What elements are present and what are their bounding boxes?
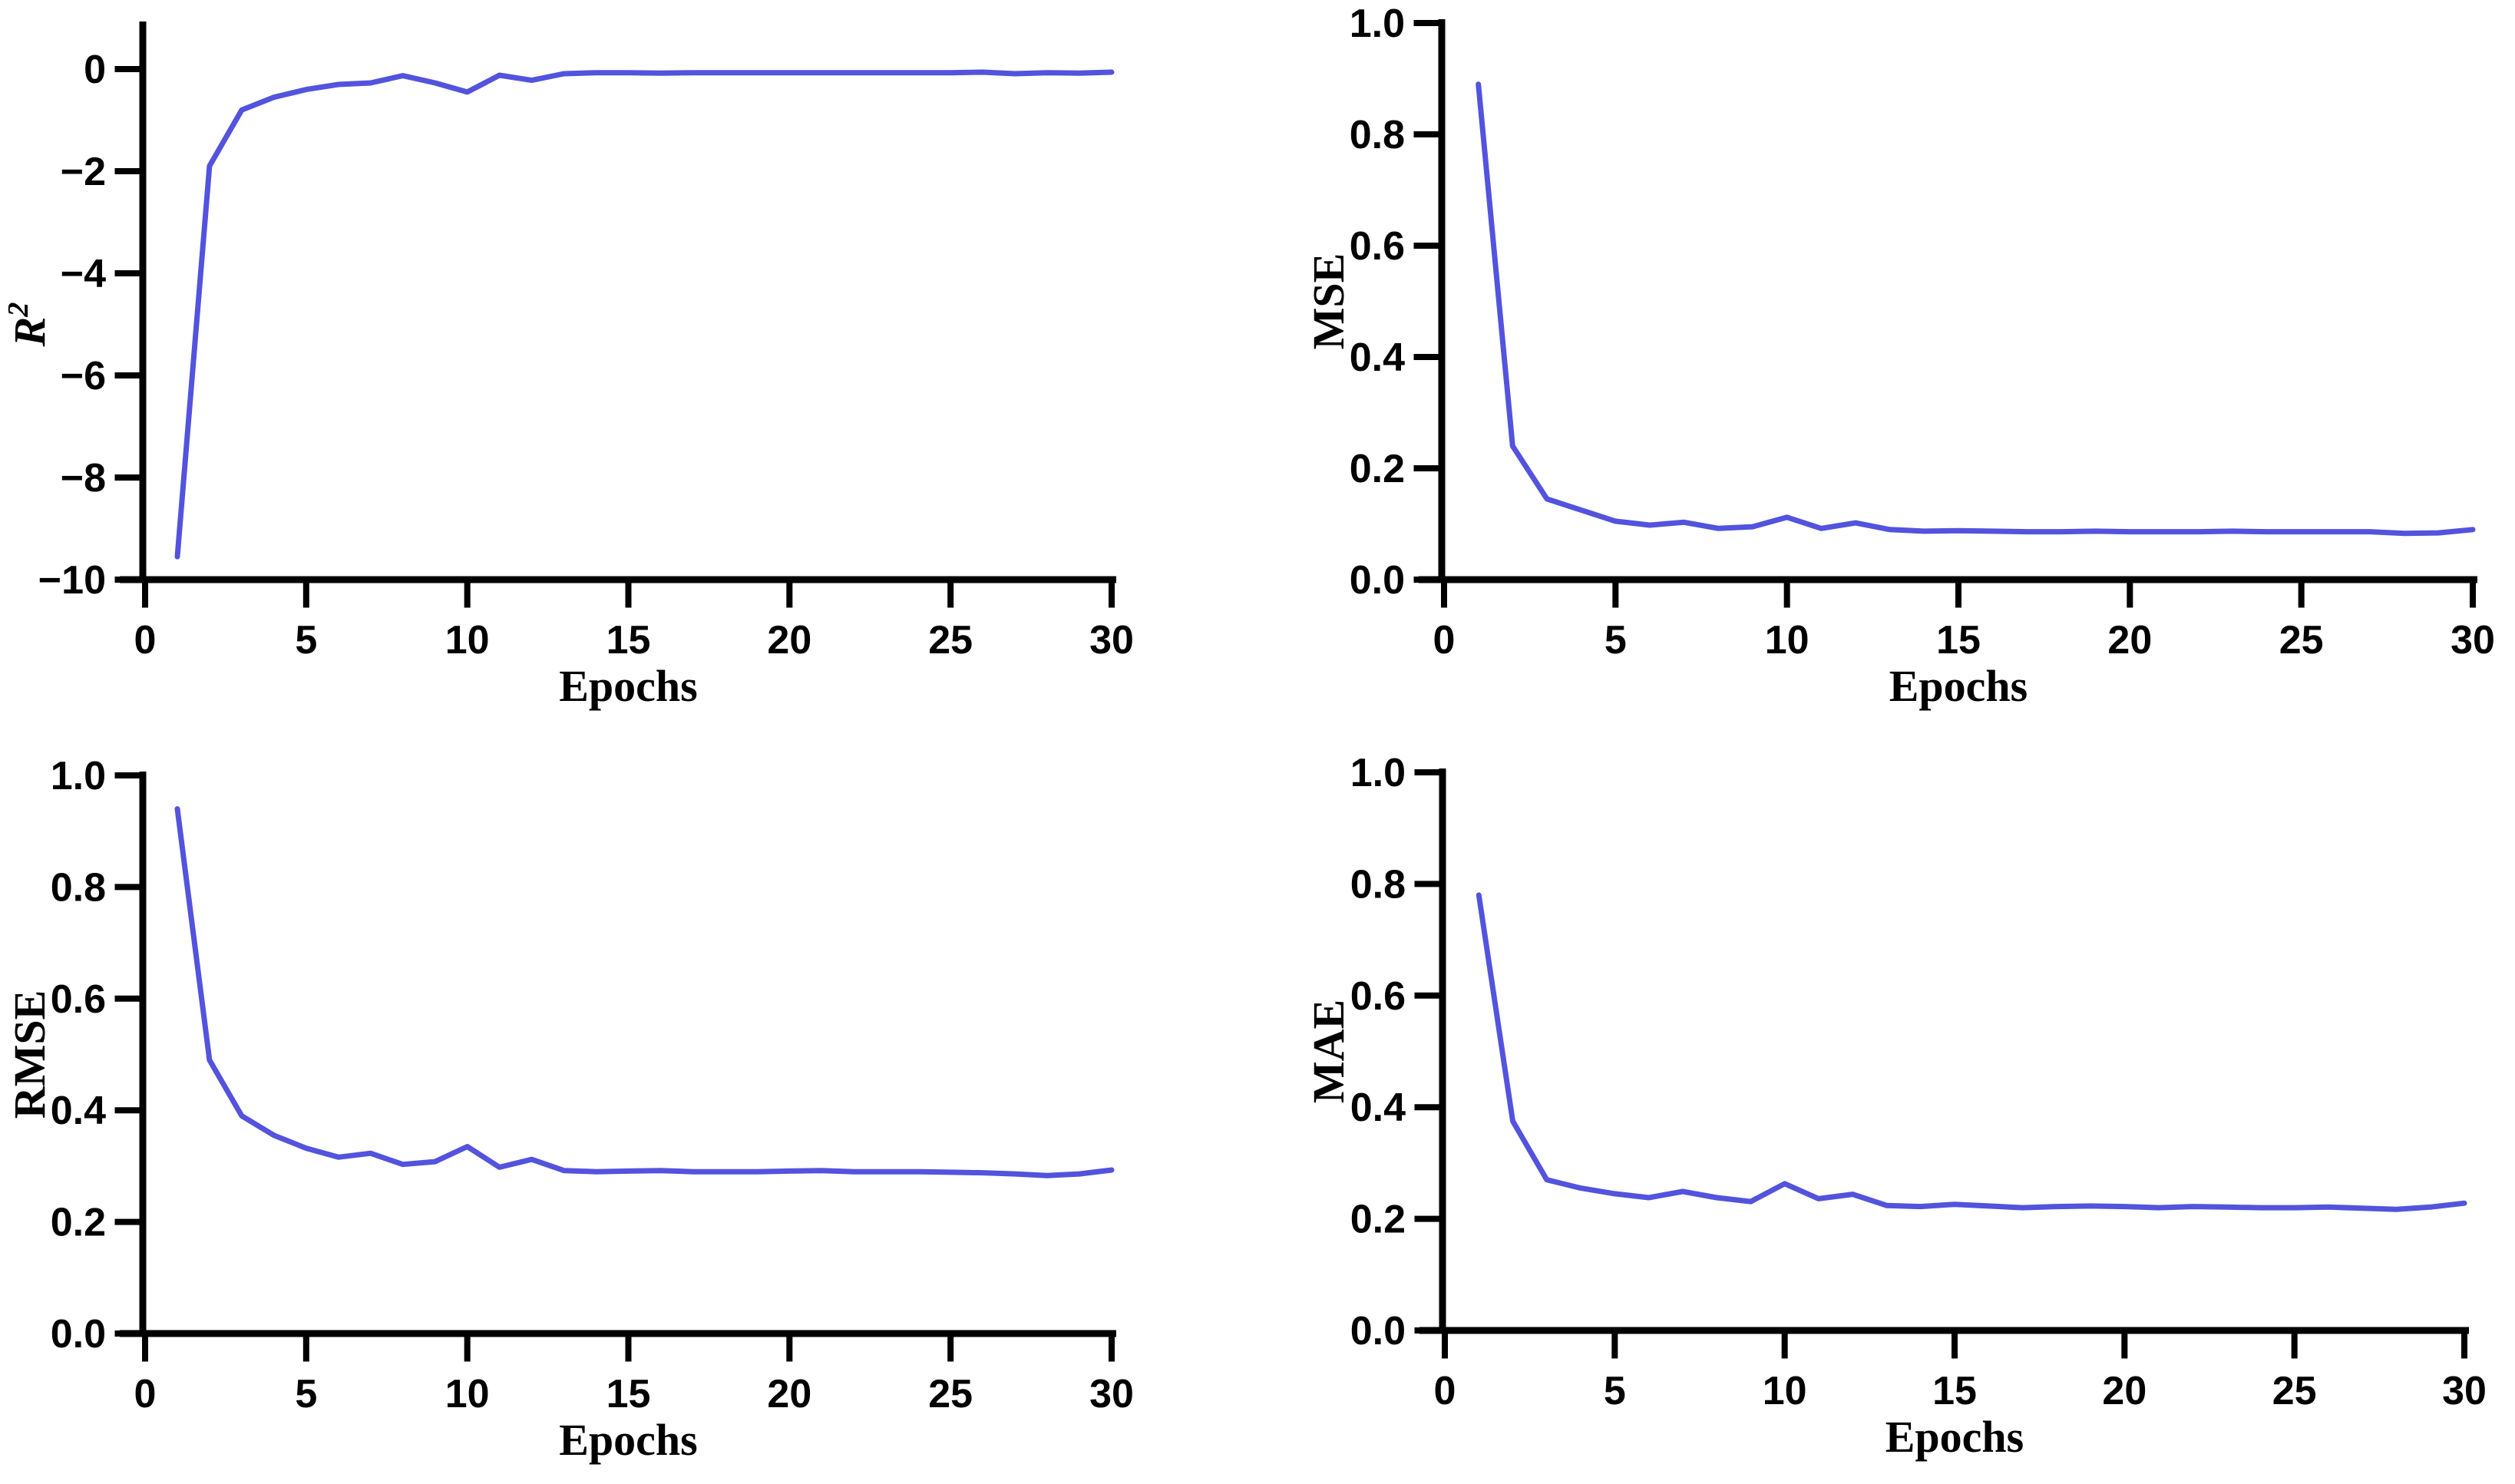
y-tick-label: 0.4 bbox=[1350, 335, 1405, 380]
y-tick-label: −4 bbox=[61, 252, 106, 296]
x-tick-label: 5 bbox=[295, 1372, 317, 1416]
y-tick-label: −6 bbox=[61, 354, 106, 398]
series-line-rmse bbox=[174, 806, 1115, 1178]
y-tick-label: −8 bbox=[61, 456, 106, 501]
x-tick-label: 10 bbox=[445, 1372, 490, 1416]
y-tick-label: 0 bbox=[84, 48, 106, 92]
x-tick-label: 0 bbox=[134, 1372, 157, 1416]
x-axis-title: Epochs bbox=[559, 661, 698, 711]
x-axis-title: Epochs bbox=[1889, 661, 2028, 711]
x-tick-label: 30 bbox=[2451, 618, 2495, 663]
chart-mae: 0 5 10 15 20 25 30 1.0 0.8 0.6 0.4 0.2 0.0 Epochs MAE bbox=[1304, 751, 2487, 1462]
y-tick-label: 1.0 bbox=[51, 754, 106, 798]
y-tick-label: 0.4 bbox=[1350, 1086, 1406, 1130]
x-tick-label: 20 bbox=[767, 618, 811, 663]
x-tick-label: 30 bbox=[1089, 1372, 1134, 1416]
x-tick-label: 25 bbox=[2272, 1369, 2317, 1413]
chart-r2: 0 5 10 15 20 25 30 0 −2 −4 −6 −8 −10 Epochs R2 bbox=[2, 21, 1134, 711]
x-tick-label: 15 bbox=[1932, 1369, 1977, 1413]
x-tick-label: 0 bbox=[1433, 618, 1456, 663]
y-axis-title: MSE bbox=[1304, 253, 1353, 350]
x-tick-label: 15 bbox=[606, 1372, 651, 1416]
y-tick-label: 0.0 bbox=[1350, 1309, 1406, 1353]
y-tick-label: −2 bbox=[61, 150, 106, 194]
x-axis-title: Epochs bbox=[1885, 1412, 2024, 1462]
y-tick-label: 0.8 bbox=[51, 865, 106, 910]
x-tick-label: 5 bbox=[295, 618, 317, 663]
y-tick-label: 0.2 bbox=[51, 1201, 106, 1245]
x-tick-label: 0 bbox=[134, 618, 157, 663]
y-tick-label: 0.2 bbox=[1350, 1198, 1406, 1242]
x-tick-label: 30 bbox=[2442, 1369, 2487, 1413]
x-tick-label: 25 bbox=[928, 618, 973, 663]
x-tick-label: 20 bbox=[2102, 1369, 2147, 1413]
x-tick-label: 5 bbox=[1604, 1369, 1626, 1413]
y-tick-label: 0.0 bbox=[1350, 558, 1405, 603]
y-axis-title: RMSE bbox=[5, 990, 55, 1119]
x-tick-label: 10 bbox=[445, 618, 490, 663]
x-tick-label: 15 bbox=[1936, 618, 1981, 663]
series-line-mse bbox=[1476, 81, 2476, 537]
x-tick-label: 0 bbox=[1434, 1369, 1456, 1413]
x-tick-label: 25 bbox=[928, 1372, 973, 1416]
series-line-r2 bbox=[174, 69, 1115, 560]
y-tick-label: 0.6 bbox=[1350, 974, 1406, 1019]
series-line-mae bbox=[1476, 892, 2467, 1212]
y-tick-label: 1.0 bbox=[1350, 751, 1406, 795]
chart-mse: 0 5 10 15 20 25 30 1.0 0.8 0.6 0.4 0.2 0.0 Epochs MSE bbox=[1304, 2, 2495, 711]
y-tick-label: 1.0 bbox=[1350, 2, 1405, 46]
x-tick-label: 5 bbox=[1605, 618, 1627, 663]
y-tick-label: 0.2 bbox=[1350, 447, 1405, 491]
x-tick-label: 10 bbox=[1763, 1369, 1807, 1413]
x-tick-label: 20 bbox=[2107, 618, 2152, 663]
x-tick-label: 30 bbox=[1089, 618, 1134, 663]
y-tick-label: −10 bbox=[38, 558, 106, 603]
x-tick-label: 15 bbox=[606, 618, 651, 663]
x-axis-title: Epochs bbox=[559, 1415, 698, 1465]
y-tick-label: 0.0 bbox=[51, 1312, 106, 1357]
y-tick-label: 0.8 bbox=[1350, 862, 1406, 907]
x-tick-label: 20 bbox=[767, 1372, 811, 1416]
y-tick-label: 0.6 bbox=[1350, 224, 1405, 269]
y-axis-title: MAE bbox=[1304, 1000, 1353, 1103]
y-tick-label: 0.6 bbox=[51, 977, 106, 1022]
x-tick-label: 10 bbox=[1765, 618, 1809, 663]
chart-rmse: 0 5 10 15 20 25 30 1.0 0.8 0.6 0.4 0.2 0.0 Epochs RMSE bbox=[5, 754, 1134, 1465]
y-tick-label: 0.8 bbox=[1350, 113, 1405, 157]
x-tick-label: 25 bbox=[2279, 618, 2324, 663]
y-tick-label: 0.4 bbox=[51, 1089, 106, 1133]
y-axis-title: R2 bbox=[2, 302, 55, 348]
